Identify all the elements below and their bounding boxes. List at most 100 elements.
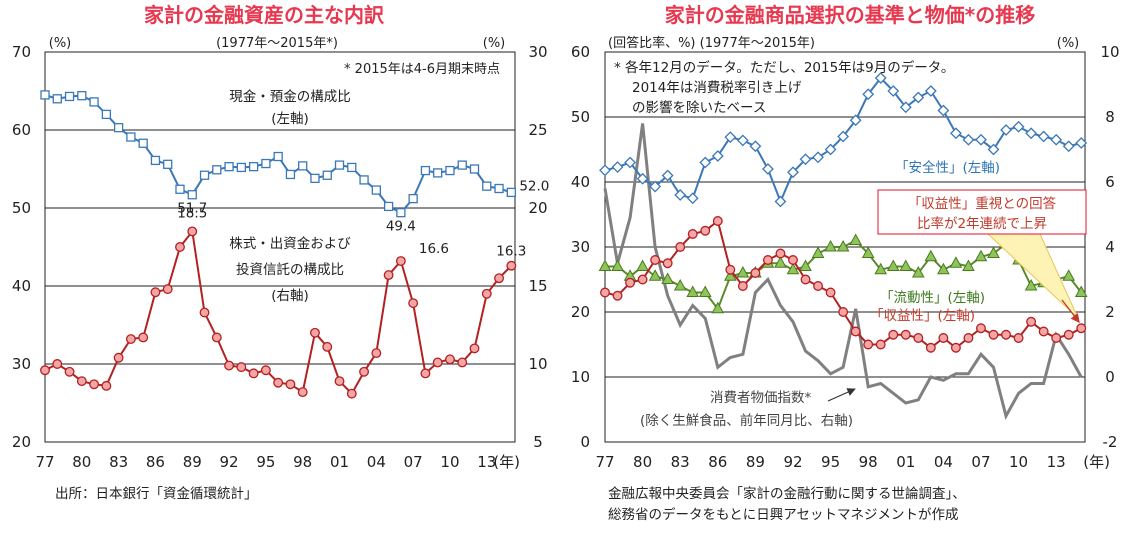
data-point xyxy=(824,143,837,156)
data-point xyxy=(600,287,610,298)
data-point xyxy=(698,285,712,297)
data-point xyxy=(138,332,149,343)
data-point xyxy=(850,326,861,337)
x-tick-label: 10 xyxy=(440,453,459,471)
data-point xyxy=(1063,329,1074,340)
data-point xyxy=(937,262,950,275)
chart-right-callout-box xyxy=(877,189,1087,235)
data-point xyxy=(938,333,949,343)
data-point xyxy=(762,163,774,175)
data-point xyxy=(774,195,787,208)
data-point xyxy=(661,169,674,182)
data-point xyxy=(113,123,124,133)
data-point xyxy=(126,132,136,142)
data-point xyxy=(248,368,259,379)
data-point xyxy=(598,259,612,271)
chart-right-title: 家計の金融商品選択の基準と物価*の推移 xyxy=(665,3,1035,27)
data-point xyxy=(775,248,786,259)
data-point xyxy=(76,376,87,387)
data-point xyxy=(395,256,406,266)
data-point xyxy=(1000,124,1012,136)
chart-right-callout-line-1: 「収益性」重視との回答 xyxy=(908,195,1057,212)
data-point xyxy=(711,301,725,314)
data-point xyxy=(750,268,761,278)
x-tick-label: 89 xyxy=(183,453,202,471)
data-point xyxy=(612,290,623,301)
right-tick-label: 0 xyxy=(1105,368,1115,386)
data-point xyxy=(838,307,849,317)
data-point xyxy=(1001,329,1011,340)
data-point xyxy=(322,170,332,180)
chart-left-plot-frame xyxy=(44,51,516,443)
data-point xyxy=(433,168,443,178)
data-point xyxy=(212,165,222,175)
right-tick-label: 10 xyxy=(528,355,547,373)
data-label: 16.3 xyxy=(496,244,526,260)
x-tick-label: 98 xyxy=(859,453,878,471)
data-point xyxy=(1050,133,1063,146)
data-point xyxy=(837,130,850,143)
left-tick-label: 20 xyxy=(571,303,590,321)
data-point xyxy=(1051,333,1062,343)
data-point xyxy=(673,278,687,291)
data-point xyxy=(40,90,50,100)
data-point xyxy=(322,341,333,352)
data-label: 52.0 xyxy=(519,178,549,194)
data-point xyxy=(1026,316,1037,327)
data-point xyxy=(150,155,161,166)
x-tick-label: 77 xyxy=(595,453,614,471)
data-point xyxy=(636,259,649,271)
chart-left-note: * 2015年は4-6月期末時点 xyxy=(344,62,500,77)
chart-right-x-axis: 77 80 83 86 89 92 95 98 01 04 07 10 13 xyxy=(595,453,1065,471)
data-point xyxy=(736,265,750,278)
data-point xyxy=(371,185,381,195)
x-tick-label: 04 xyxy=(934,453,953,471)
chart-right-series xyxy=(598,72,1088,421)
data-point xyxy=(346,388,357,399)
data-point xyxy=(899,259,913,271)
data-point xyxy=(310,173,320,184)
right-tick-label: 15 xyxy=(528,277,547,295)
data-point xyxy=(248,162,259,172)
chart-left-x-axis: 77 80 83 86 89 92 95 98 01 04 07 10 13 xyxy=(35,453,496,471)
data-point xyxy=(687,229,698,239)
data-point xyxy=(1076,323,1087,334)
right-tick-label: -2 xyxy=(1103,433,1118,451)
x-tick-label: 95 xyxy=(821,453,840,471)
left-tick-label: 60 xyxy=(12,121,31,139)
chart-right-plot-frame xyxy=(604,51,1086,443)
x-tick-label: 83 xyxy=(671,453,690,471)
x-tick-label: 86 xyxy=(708,453,727,471)
series-1 xyxy=(40,226,517,399)
data-point xyxy=(686,192,699,205)
data-point xyxy=(900,329,911,340)
data-point xyxy=(224,162,234,172)
data-point xyxy=(371,348,382,359)
data-point xyxy=(236,162,246,173)
data-point xyxy=(334,160,345,170)
data-point xyxy=(988,329,999,340)
chart-left-right-unit: (%) xyxy=(483,36,506,51)
right-tick-label: 30 xyxy=(528,43,547,61)
data-point xyxy=(285,169,296,180)
data-point xyxy=(162,284,173,295)
chart-right: 家計の金融商品選択の基準と物価*の推移 (回答比率、%) (1977年～2015… xyxy=(571,3,1120,523)
data-point xyxy=(457,160,467,170)
data-point xyxy=(962,133,975,146)
data-point xyxy=(383,201,394,212)
data-point xyxy=(924,85,937,97)
data-point xyxy=(911,265,925,278)
data-point xyxy=(963,333,974,343)
data-point xyxy=(420,165,431,176)
data-point xyxy=(187,226,198,237)
data-label: 16.6 xyxy=(419,241,449,257)
data-point xyxy=(175,242,185,252)
data-point xyxy=(737,281,748,291)
data-point xyxy=(674,189,687,201)
x-tick-label: 07 xyxy=(404,453,423,471)
x-tick-label: 13 xyxy=(477,453,496,471)
data-point xyxy=(861,246,875,258)
data-point xyxy=(599,164,611,177)
x-tick-label: 10 xyxy=(1009,453,1028,471)
